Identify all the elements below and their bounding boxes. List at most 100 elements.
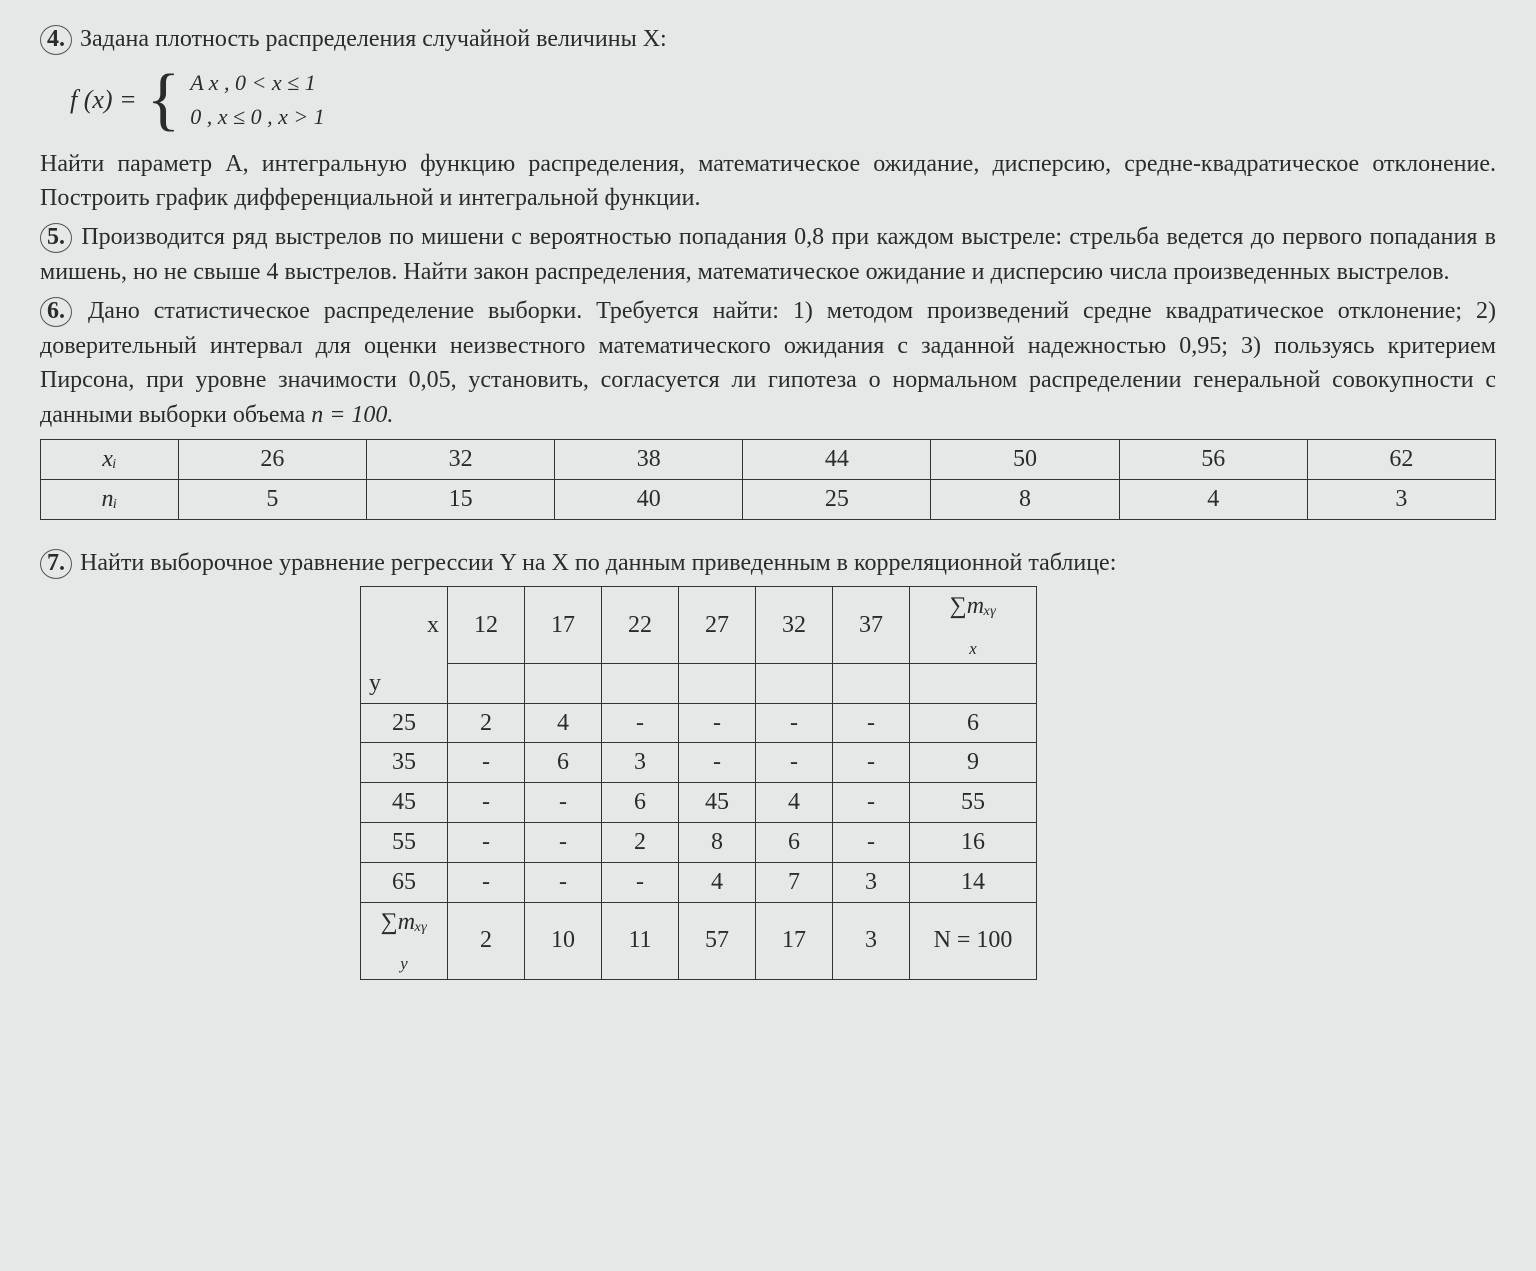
- cell: 17: [525, 587, 602, 664]
- cell: -: [525, 862, 602, 902]
- problem-4-title-text: Задана плотность распределения случайной…: [80, 26, 667, 52]
- sum-y-sub: y: [400, 954, 407, 973]
- cell: 62: [1307, 439, 1495, 479]
- problem-7: 7. Найти выборочное уравнение регрессии …: [40, 546, 1496, 581]
- problem-4-title: 4. Задана плотность распределения случай…: [40, 22, 1496, 57]
- table-row: x 12 17 22 27 32 37 ∑mₓᵧ x: [361, 587, 1037, 664]
- cell: 6: [910, 703, 1037, 743]
- cell: 3: [602, 743, 679, 783]
- table-row: y: [361, 664, 1037, 703]
- cell: -: [833, 743, 910, 783]
- formula-lhs: f (x) =: [70, 81, 137, 119]
- cell: 6: [756, 822, 833, 862]
- cell: 10: [525, 902, 602, 979]
- cell: -: [602, 862, 679, 902]
- cell: -: [679, 703, 756, 743]
- cell: 57: [679, 902, 756, 979]
- cell: 4: [1119, 479, 1307, 519]
- row-x-label: xᵢ: [41, 439, 179, 479]
- y-label: 25: [361, 703, 448, 743]
- cell: 2: [448, 902, 525, 979]
- cell: 16: [910, 822, 1037, 862]
- cell: 6: [602, 783, 679, 823]
- cell: -: [679, 743, 756, 783]
- cell: 7: [756, 862, 833, 902]
- cell: -: [833, 703, 910, 743]
- y-label: 55: [361, 822, 448, 862]
- cell: 27: [679, 587, 756, 664]
- total-n: N = 100: [910, 902, 1037, 979]
- cell: -: [448, 783, 525, 823]
- problem-7-body: Найти выборочное уравнение регрессии Y н…: [80, 550, 1116, 576]
- cell: 44: [743, 439, 931, 479]
- cell: -: [525, 822, 602, 862]
- cell: 32: [367, 439, 555, 479]
- problem-7-table: x 12 17 22 27 32 37 ∑mₓᵧ x y 25 2 4 - - …: [360, 586, 1037, 979]
- cell: -: [525, 783, 602, 823]
- problem-5: 5. Производится ряд выстрелов по мишени …: [40, 220, 1496, 290]
- cell: 3: [833, 902, 910, 979]
- cell: 26: [178, 439, 366, 479]
- problem-6: 6. Дано статистическое распределение выб…: [40, 294, 1496, 433]
- cell: -: [833, 783, 910, 823]
- table-row: 45 - - 6 45 4 - 55: [361, 783, 1037, 823]
- cell: -: [602, 703, 679, 743]
- cell: 12: [448, 587, 525, 664]
- cell: 32: [756, 587, 833, 664]
- formula-case-1: A x , 0 < x ≤ 1: [190, 67, 324, 99]
- y-label: 45: [361, 783, 448, 823]
- problem-6-body-a: Дано статистическое распределение выборк…: [40, 298, 1496, 428]
- y-header: y: [361, 664, 448, 703]
- table-row: 65 - - - 4 7 3 14: [361, 862, 1037, 902]
- problem-5-body: Производится ряд выстрелов по мишени с в…: [40, 224, 1496, 285]
- cell: 8: [679, 822, 756, 862]
- table-row: 25 2 4 - - - - 6: [361, 703, 1037, 743]
- cell: -: [448, 743, 525, 783]
- cell: 15: [367, 479, 555, 519]
- y-label: 65: [361, 862, 448, 902]
- cell: 56: [1119, 439, 1307, 479]
- table-row: 35 - 6 3 - - - 9: [361, 743, 1037, 783]
- cell: 38: [555, 439, 743, 479]
- cell: 2: [448, 703, 525, 743]
- cell: 8: [931, 479, 1119, 519]
- cell: 25: [743, 479, 931, 519]
- cell: 50: [931, 439, 1119, 479]
- cell: 3: [1307, 479, 1495, 519]
- cell: 45: [679, 783, 756, 823]
- cell: 4: [679, 862, 756, 902]
- cell: -: [448, 862, 525, 902]
- cell: 14: [910, 862, 1037, 902]
- table-row: nᵢ 5 15 40 25 8 4 3: [41, 479, 1496, 519]
- cell: 3: [833, 862, 910, 902]
- y-label: 35: [361, 743, 448, 783]
- sum-y-header: ∑mₓᵧ y: [361, 902, 448, 979]
- table-row: ∑mₓᵧ y 2 10 11 57 17 3 N = 100: [361, 902, 1037, 979]
- table-row: 55 - - 2 8 6 - 16: [361, 822, 1037, 862]
- cell: 55: [910, 783, 1037, 823]
- cell: 2: [602, 822, 679, 862]
- problem-4-body: Найти параметр A, интегральную функцию р…: [40, 147, 1496, 217]
- cell: 9: [910, 743, 1037, 783]
- cell: 4: [756, 783, 833, 823]
- brace-icon: {: [147, 70, 181, 130]
- cell: 11: [602, 902, 679, 979]
- cell: 40: [555, 479, 743, 519]
- cell: -: [756, 703, 833, 743]
- cell: 17: [756, 902, 833, 979]
- problem-5-number: 5.: [40, 223, 72, 253]
- sum-x-header: ∑mₓᵧ x: [910, 587, 1037, 664]
- problem-6-number: 6.: [40, 297, 72, 327]
- row-n-label: nᵢ: [41, 479, 179, 519]
- cell: -: [756, 743, 833, 783]
- problem-6-table: xᵢ 26 32 38 44 50 56 62 nᵢ 5 15 40 25 8 …: [40, 439, 1496, 520]
- problem-4-number: 4.: [40, 25, 72, 55]
- cell: 5: [178, 479, 366, 519]
- table-row: xᵢ 26 32 38 44 50 56 62: [41, 439, 1496, 479]
- problem-6-n: n = 100.: [311, 402, 393, 428]
- cell: 6: [525, 743, 602, 783]
- cell: 37: [833, 587, 910, 664]
- cell: 22: [602, 587, 679, 664]
- formula-case-2: 0 , x ≤ 0 , x > 1: [190, 101, 324, 133]
- cell: -: [833, 822, 910, 862]
